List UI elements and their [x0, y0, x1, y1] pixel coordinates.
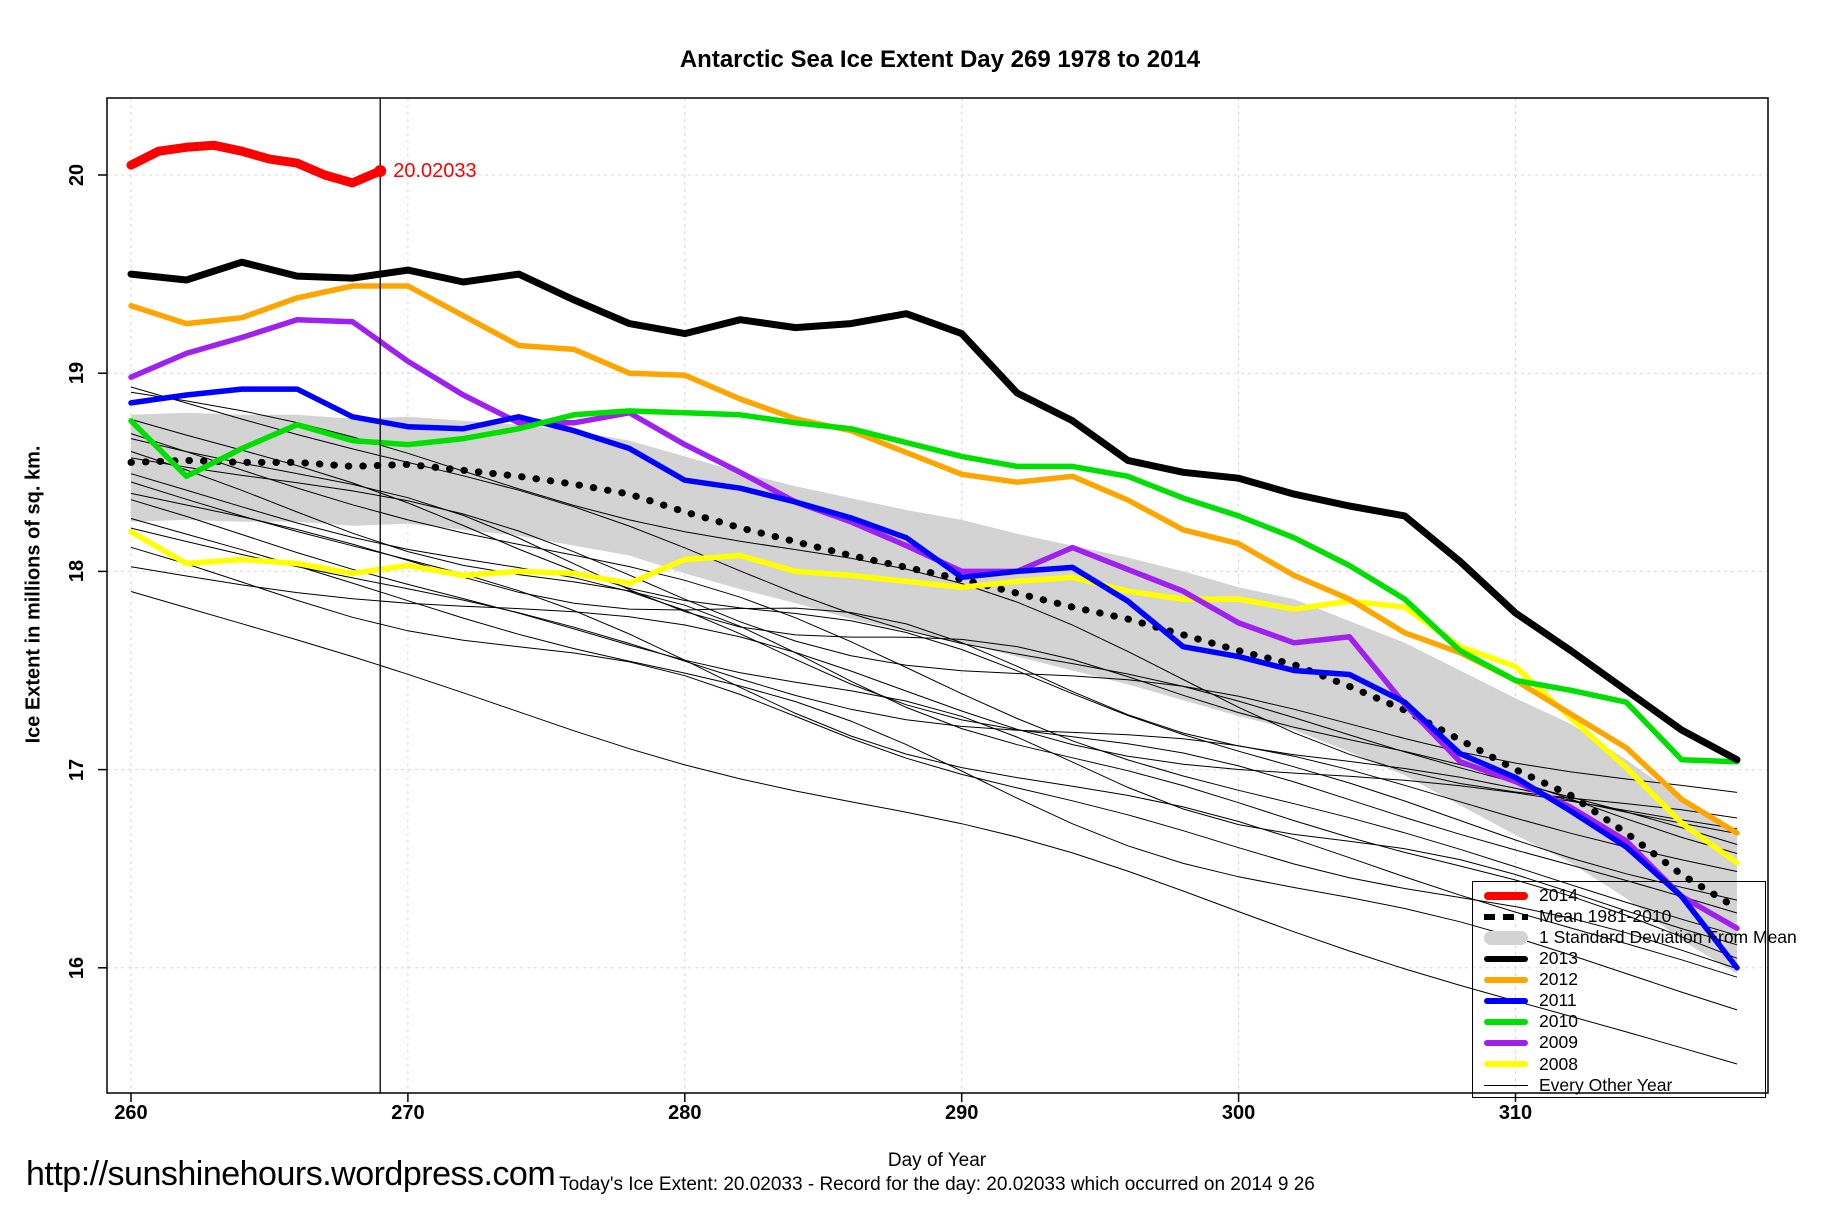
- legend-label: 1 Standard Deviation From Mean: [1539, 926, 1797, 947]
- legend-label: Mean 1981-2010: [1539, 905, 1672, 926]
- x-tick-label: 300: [1221, 1102, 1256, 1124]
- every-other-year-line: [130, 527, 1738, 872]
- y-tick-label: 19: [66, 362, 88, 385]
- every-other-year-line: [130, 451, 1738, 959]
- every-other-year-line: [130, 386, 1738, 845]
- legend-swatch: [1484, 1019, 1530, 1026]
- footer-url: http://sunshinehours.wordpress.com: [26, 1155, 556, 1193]
- legend-label: 2014: [1539, 884, 1578, 905]
- every-other-year-line: [130, 546, 1738, 970]
- legend-item-mean-1981-2010: Mean 1981-2010: [1473, 906, 1765, 927]
- legend-swatch: [1484, 1040, 1530, 1047]
- footer-caption: Today's Ice Extent: 20.02033 - Record fo…: [559, 1174, 1315, 1195]
- legend: 2014 Mean 1981-2010 1 Standard Deviation F…: [1472, 881, 1797, 1098]
- legend-label: 2009: [1539, 1032, 1578, 1053]
- legend-swatch: [1484, 913, 1530, 920]
- every-other-year-line: [130, 492, 1738, 834]
- every-other-year-line: [130, 391, 1738, 819]
- y-tick-label: 18: [66, 560, 88, 583]
- x-axis-label: Day of Year: [887, 1150, 987, 1171]
- legend-label: 2013: [1539, 948, 1578, 969]
- every-other-year-line: [130, 499, 1738, 946]
- legend-label: 2012: [1539, 969, 1578, 990]
- legend-swatch: [1484, 976, 1530, 983]
- y-tick-label: 16: [66, 956, 88, 979]
- legend-swatch: [1484, 930, 1530, 945]
- every-other-year-line: [130, 566, 1738, 830]
- legend-item-2009: 2009: [1473, 1033, 1765, 1054]
- x-tick-label: 260: [114, 1102, 148, 1124]
- legend-item-2013: 2013: [1473, 948, 1765, 969]
- plot-border: [106, 97, 1769, 1094]
- every-other-year-line: [130, 473, 1738, 914]
- legend-swatch: [1484, 998, 1530, 1005]
- every-other-year-line: [130, 433, 1738, 936]
- every-other-year-line: [130, 518, 1738, 1011]
- x-tick-label: 310: [1498, 1102, 1533, 1124]
- legend-item-2008: 2008: [1473, 1054, 1765, 1075]
- legend-label: 2008: [1539, 1053, 1578, 1074]
- legend-item-2010: 2010: [1473, 1012, 1765, 1033]
- series-2008: [128, 529, 1740, 866]
- y-tick-label: 17: [66, 758, 88, 781]
- legend-item-2012: 2012: [1473, 969, 1765, 990]
- legend-label: Every Other Year: [1539, 1074, 1673, 1095]
- record-value-annotation: 20.02033: [393, 160, 477, 183]
- every-other-year-line: [130, 457, 1738, 793]
- legend-label: 2011: [1539, 990, 1577, 1011]
- legend-item-every-other-year: Every Other Year: [1473, 1075, 1765, 1096]
- y-axis-label: Ice Extent in millions of sq. km.: [22, 445, 45, 744]
- x-tick-label: 280: [668, 1102, 702, 1124]
- std-deviation-band: [131, 412, 1737, 974]
- record-point-dot: [374, 165, 387, 178]
- legend-swatch: [1484, 1061, 1530, 1068]
- legend-item-2011: 2011: [1473, 990, 1765, 1011]
- y-tick-label: 20: [66, 163, 88, 187]
- x-tick-label: 270: [391, 1102, 425, 1124]
- legend-label: 2010: [1539, 1011, 1578, 1032]
- series-2010: [128, 408, 1740, 765]
- series-mean-1981-2010: [127, 456, 1741, 912]
- legend-item-1-standard-deviation-from-mean: 1 Standard Deviation From Mean: [1473, 927, 1797, 948]
- x-tick-label: 290: [945, 1102, 979, 1124]
- legend-item-2014: 2014: [1473, 885, 1765, 906]
- series-2011: [128, 386, 1740, 971]
- every-other-year-line: [130, 591, 1738, 1065]
- series-2014: [126, 140, 385, 188]
- series-2013: [127, 258, 1741, 764]
- legend-swatch: [1484, 955, 1530, 962]
- legend-swatch: [1484, 1084, 1530, 1087]
- chart-title: Antarctic Sea Ice Extent Day 269 1978 to…: [679, 46, 1201, 73]
- legend-swatch: [1484, 891, 1530, 900]
